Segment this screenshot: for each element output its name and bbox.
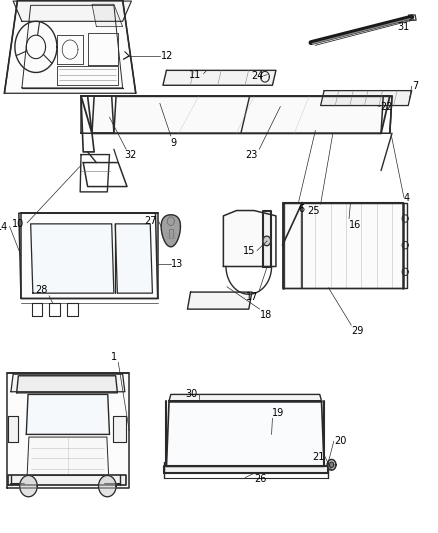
Polygon shape	[263, 211, 271, 266]
Text: 4: 4	[404, 193, 410, 203]
Polygon shape	[27, 437, 109, 475]
Polygon shape	[92, 4, 123, 27]
Text: 29: 29	[351, 326, 364, 336]
Text: 11: 11	[189, 70, 201, 79]
Polygon shape	[321, 91, 412, 106]
Polygon shape	[115, 224, 152, 293]
Polygon shape	[19, 213, 158, 298]
Polygon shape	[163, 70, 276, 85]
Polygon shape	[4, 0, 136, 93]
Text: 31: 31	[398, 22, 410, 33]
Text: 17: 17	[246, 292, 258, 302]
Text: 7: 7	[412, 82, 418, 91]
Polygon shape	[8, 475, 126, 485]
Text: 16: 16	[349, 220, 361, 230]
Polygon shape	[263, 236, 271, 246]
Text: 14: 14	[0, 222, 8, 231]
Text: 27: 27	[144, 216, 157, 226]
Polygon shape	[327, 459, 336, 470]
Polygon shape	[409, 15, 416, 20]
Text: 28: 28	[35, 285, 47, 295]
Polygon shape	[13, 1, 131, 21]
Text: 30: 30	[186, 389, 198, 399]
Polygon shape	[166, 401, 324, 466]
Text: 23: 23	[245, 150, 258, 160]
Text: 24: 24	[251, 71, 264, 80]
Text: 21: 21	[313, 452, 325, 462]
Text: 10: 10	[12, 219, 24, 229]
Text: 9: 9	[171, 138, 177, 148]
Polygon shape	[8, 416, 18, 442]
Polygon shape	[223, 211, 276, 266]
Polygon shape	[113, 416, 126, 442]
Polygon shape	[31, 224, 114, 293]
Polygon shape	[11, 374, 125, 392]
Polygon shape	[20, 475, 37, 497]
Polygon shape	[161, 215, 180, 247]
Polygon shape	[283, 203, 407, 288]
Polygon shape	[187, 292, 252, 309]
Text: 19: 19	[272, 408, 285, 418]
Text: 12: 12	[161, 51, 173, 61]
Text: 22: 22	[380, 102, 393, 111]
Polygon shape	[81, 96, 390, 133]
Text: 1: 1	[111, 352, 117, 362]
Text: 26: 26	[254, 474, 266, 484]
Polygon shape	[169, 394, 321, 401]
Text: 6: 6	[299, 204, 305, 214]
Polygon shape	[7, 373, 129, 488]
Polygon shape	[99, 475, 116, 497]
Text: 15: 15	[243, 246, 255, 255]
Text: 32: 32	[124, 150, 136, 160]
Text: 13: 13	[171, 259, 183, 269]
Polygon shape	[329, 462, 334, 467]
Polygon shape	[26, 394, 110, 434]
Polygon shape	[164, 466, 328, 473]
Polygon shape	[167, 217, 174, 225]
Text: 20: 20	[334, 437, 346, 446]
Text: 25: 25	[307, 206, 320, 216]
Polygon shape	[17, 376, 117, 393]
Text: 18: 18	[260, 310, 272, 320]
